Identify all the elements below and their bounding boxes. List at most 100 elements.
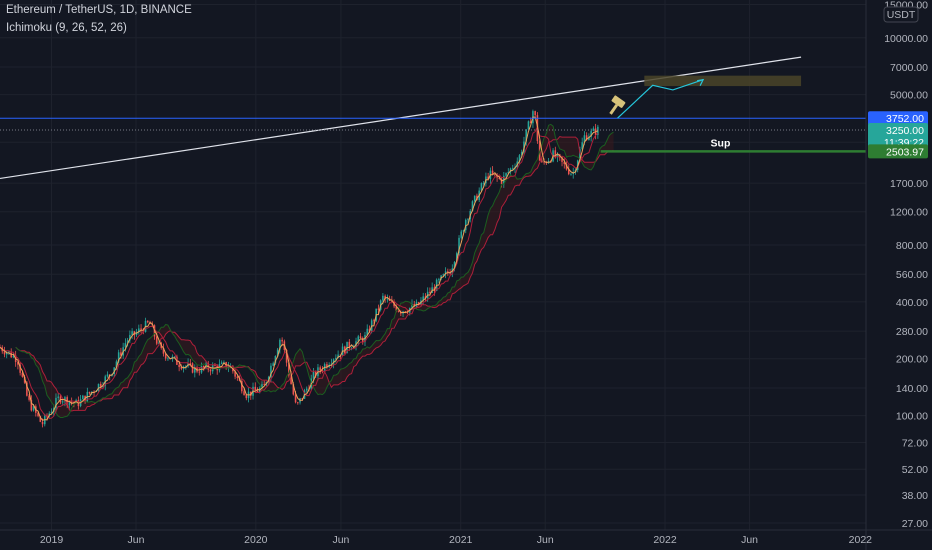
candle-body	[68, 401, 71, 406]
target-zone	[644, 75, 802, 87]
price-tick-label: 15000.00	[884, 0, 928, 12]
candle-body	[453, 261, 456, 269]
candle-body	[162, 348, 165, 354]
chart-drawings[interactable]: Sup	[0, 56, 866, 180]
candle-body	[505, 173, 507, 176]
price-tick-label: 7000.00	[890, 62, 928, 74]
candle-body	[366, 328, 369, 335]
candle-body	[422, 296, 424, 301]
candle-body	[301, 398, 304, 399]
candle-body	[167, 358, 169, 360]
price-tick-label: 400.00	[896, 297, 928, 309]
candle-body	[194, 367, 196, 373]
candle-body	[124, 343, 127, 348]
support-tag	[868, 144, 928, 159]
candle-body	[3, 351, 6, 355]
time-tick-label: 2021	[449, 534, 473, 546]
time-tick-label: 2022	[653, 534, 677, 546]
candle-body	[386, 298, 389, 300]
candle-body	[26, 382, 28, 396]
ichimoku-lines	[0, 116, 614, 421]
candle-body	[129, 334, 131, 341]
ichimoku-cloud	[15, 124, 614, 418]
candle-body	[326, 364, 328, 367]
candle-body	[482, 183, 485, 184]
candle-body	[285, 349, 288, 363]
candle-body	[361, 338, 364, 343]
leading-span-b	[15, 136, 614, 412]
candle-body	[518, 155, 521, 162]
candle-body	[581, 142, 583, 150]
candle-body	[70, 401, 73, 403]
conversion-line	[0, 116, 599, 421]
time-tick-label: Jun	[128, 534, 145, 546]
time-tick-label: Jun	[741, 534, 758, 546]
price-tick-label: 1200.00	[890, 207, 928, 219]
candle-body	[263, 384, 266, 385]
candle-body	[245, 395, 248, 399]
candle-body	[579, 149, 581, 161]
candle-body	[588, 136, 590, 141]
price-tick-label: 5000.00	[890, 90, 928, 102]
indicator-label[interactable]: Ichimoku (9, 26, 52, 26)	[6, 22, 127, 34]
candle-body	[55, 397, 57, 409]
candle-body	[438, 279, 440, 280]
gavel-icon	[609, 95, 626, 115]
candle-body	[561, 157, 563, 162]
time-tick-label: 2019	[40, 534, 64, 546]
candle-body	[28, 395, 30, 400]
candle-body	[391, 300, 393, 302]
candle-body	[250, 391, 252, 396]
candle-body	[525, 129, 527, 142]
candle-body	[236, 376, 239, 378]
candle-body	[288, 362, 290, 376]
candle-body	[8, 351, 10, 353]
candle-body	[57, 396, 60, 398]
candle-body	[272, 363, 274, 366]
candle-body	[180, 367, 183, 369]
candle-body	[61, 401, 64, 403]
candle-body	[82, 395, 84, 400]
candle-body	[106, 374, 109, 377]
candle-body	[529, 121, 532, 124]
candle-body	[115, 361, 118, 368]
price-tick-label: 38.00	[902, 490, 928, 502]
candle-body	[500, 178, 503, 185]
price-tick-label: 10000.00	[884, 33, 928, 45]
candle-body	[480, 183, 483, 191]
candle-body	[261, 384, 263, 389]
candle-body	[487, 176, 489, 179]
price-tick-label: 800.00	[896, 240, 928, 252]
price-tick-label: 1700.00	[890, 178, 928, 190]
candle-body	[202, 365, 205, 368]
candle-body	[491, 170, 494, 175]
candle-body	[64, 397, 66, 402]
candle-body	[456, 253, 458, 262]
candle-body	[88, 391, 91, 394]
candle-body	[373, 320, 375, 322]
time-axis-bg	[0, 530, 932, 550]
candle-body	[270, 365, 272, 378]
candle-body	[37, 412, 39, 417]
candle-body	[276, 349, 279, 357]
candle-body	[507, 172, 510, 174]
candle-body	[41, 421, 44, 425]
candle-body	[406, 312, 409, 314]
candle-body	[214, 364, 216, 366]
candle-body	[19, 364, 21, 373]
current-price-tag-text: 3250.00	[886, 125, 924, 137]
candle-body	[30, 399, 33, 411]
candle-body	[473, 195, 476, 202]
candle-body	[12, 355, 15, 358]
candle-body	[254, 386, 257, 391]
candle-body	[357, 336, 360, 342]
candle-body	[241, 380, 243, 392]
candle-body	[458, 237, 460, 254]
candle-body	[534, 111, 536, 116]
candle-body	[471, 201, 474, 212]
price-axis[interactable]: 15000.0010000.007000.005000.002800.00170…	[866, 0, 932, 550]
time-tick-label: Jun	[332, 534, 349, 546]
candle-body	[140, 328, 142, 330]
